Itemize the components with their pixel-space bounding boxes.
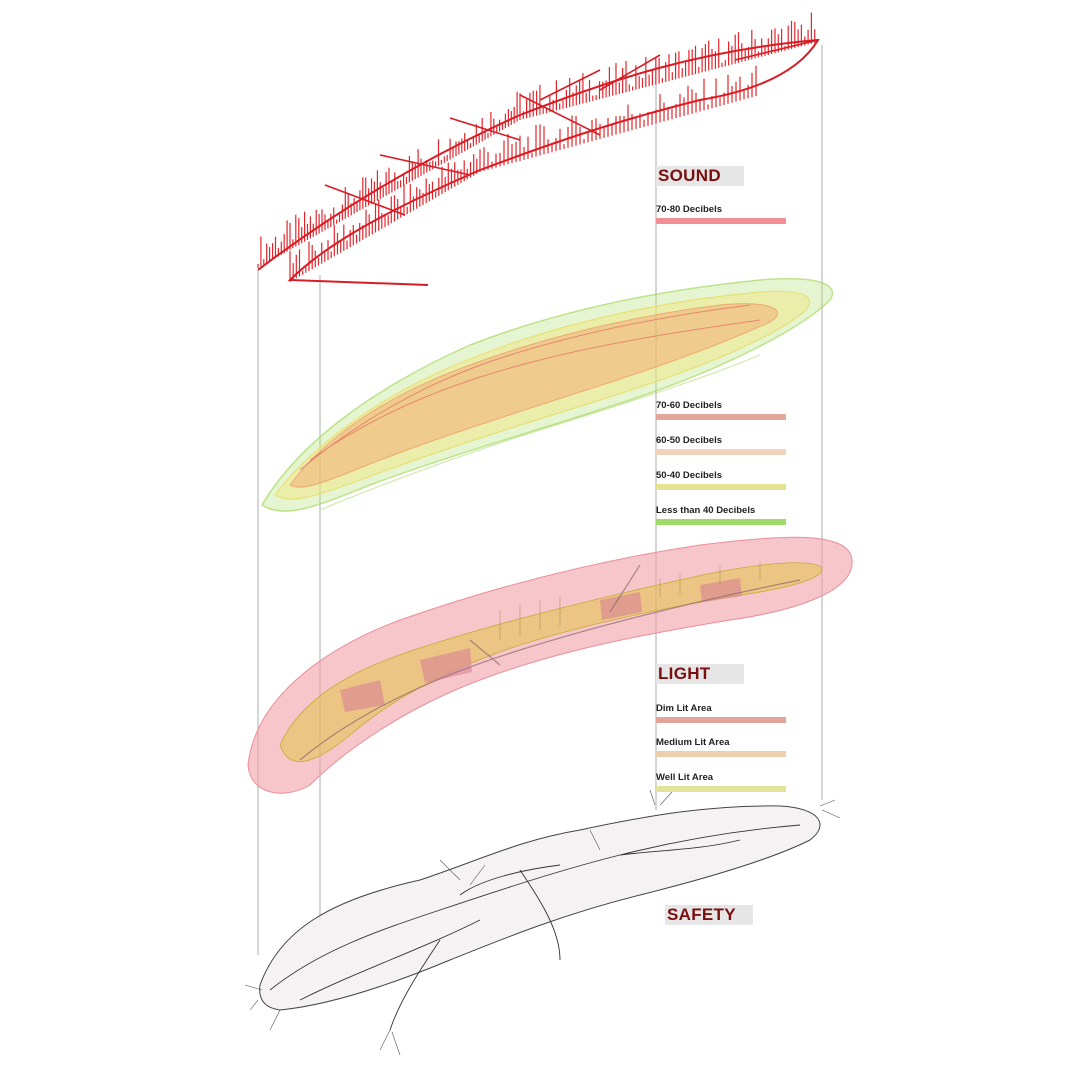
light-legend-swatch (656, 751, 786, 757)
safety-outline (259, 805, 821, 1011)
light-legend-swatch (656, 786, 786, 792)
noise-legend-label: Less than 40 Decibels (656, 505, 756, 516)
noise-band-red (299, 304, 761, 471)
noise-legend-swatch (656, 484, 786, 490)
light-layer (247, 536, 853, 794)
noise-legend-label: 60-50 Decibels (656, 435, 723, 446)
light-building-grid (499, 562, 761, 640)
noise-band-orange (289, 303, 778, 488)
noise-band-green (260, 277, 834, 512)
sound-legend-swatch (656, 218, 786, 224)
safety-branches (244, 789, 841, 1056)
light-road (299, 564, 801, 761)
noise-legend-item: 60-50 Decibels (656, 435, 786, 457)
light-legend-item: Medium Lit Area (656, 737, 786, 759)
safety-heading: SAFETY (665, 905, 753, 925)
light-legend-item: Well Lit Area (656, 772, 786, 794)
noise-layer (260, 277, 834, 512)
sound-spikes (257, 12, 816, 282)
sound-legend-item: 70-80 Decibels (656, 204, 786, 226)
noise-band-edge (319, 354, 761, 511)
sound-base-line (257, 38, 820, 286)
light-legend-label: Dim Lit Area (656, 703, 712, 714)
noise-legend-swatch (656, 414, 786, 420)
sound-cross-lines (324, 39, 819, 216)
noise-legend-label: 70-60 Decibels (656, 400, 723, 411)
noise-legend-item: 50-40 Decibels (656, 470, 786, 492)
sound-legend-label: 70-80 Decibels (656, 204, 723, 215)
safety-inner-paths (269, 824, 801, 1031)
safety-layer (244, 789, 841, 1056)
light-legend-item: Dim Lit Area (656, 703, 786, 725)
sound-layer (257, 12, 820, 286)
light-heading: LIGHT (656, 664, 744, 684)
noise-legend-swatch (656, 449, 786, 455)
noise-legend-swatch (656, 519, 786, 525)
noise-legend-item: Less than 40 Decibels (656, 505, 786, 527)
noise-legend-label: 50-40 Decibels (656, 470, 723, 481)
light-legend-swatch (656, 717, 786, 723)
noise-band-yellow (274, 290, 811, 500)
noise-legend-item: 70-60 Decibels (656, 400, 786, 422)
light-legend-label: Well Lit Area (656, 772, 714, 783)
light-legend-label: Medium Lit Area (656, 737, 730, 748)
sound-heading: SOUND (656, 166, 744, 186)
light-yellow-zone (279, 562, 823, 762)
